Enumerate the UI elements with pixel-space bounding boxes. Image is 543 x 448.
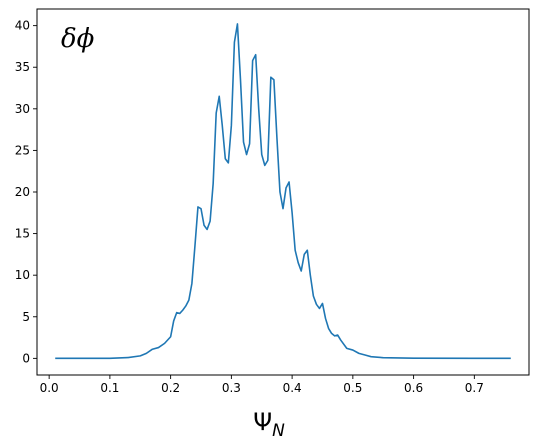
x-tick-label: 0.2 <box>161 381 180 395</box>
y-tick-label: 10 <box>15 268 30 282</box>
y-tick-label: 30 <box>15 102 30 116</box>
x-tick-label: 0.3 <box>222 381 241 395</box>
y-tick-label: 25 <box>15 143 30 157</box>
x-tick-label: 0.6 <box>404 381 423 395</box>
x-tick-label: 0.7 <box>465 381 484 395</box>
x-axis-label-subscript: N <box>272 421 285 441</box>
plot-frame <box>36 8 530 376</box>
x-tick-label: 0.0 <box>40 381 59 395</box>
x-axis-ticks: 0.0 0.1 0.2 0.3 0.4 0.5 0.6 0.7 <box>40 375 484 395</box>
x-axis-label-main: Ψ <box>253 408 272 436</box>
x-axis-label: ΨN <box>253 408 285 441</box>
y-axis-ticks: 0 5 10 15 20 25 30 35 40 <box>15 19 37 365</box>
y-tick-label: 15 <box>15 227 30 241</box>
y-tick-label: 40 <box>15 19 30 33</box>
x-tick-label: 0.1 <box>100 381 119 395</box>
series-line <box>55 23 511 360</box>
y-tick-label: 0 <box>22 351 30 365</box>
plot-area <box>37 9 529 375</box>
x-tick-label: 0.4 <box>283 381 302 395</box>
chart-annotation: δϕ <box>61 24 95 54</box>
y-tick-label: 5 <box>22 310 30 324</box>
y-tick-label: 20 <box>15 185 30 199</box>
y-tick-label: 35 <box>15 60 30 74</box>
x-tick-label: 0.5 <box>343 381 362 395</box>
